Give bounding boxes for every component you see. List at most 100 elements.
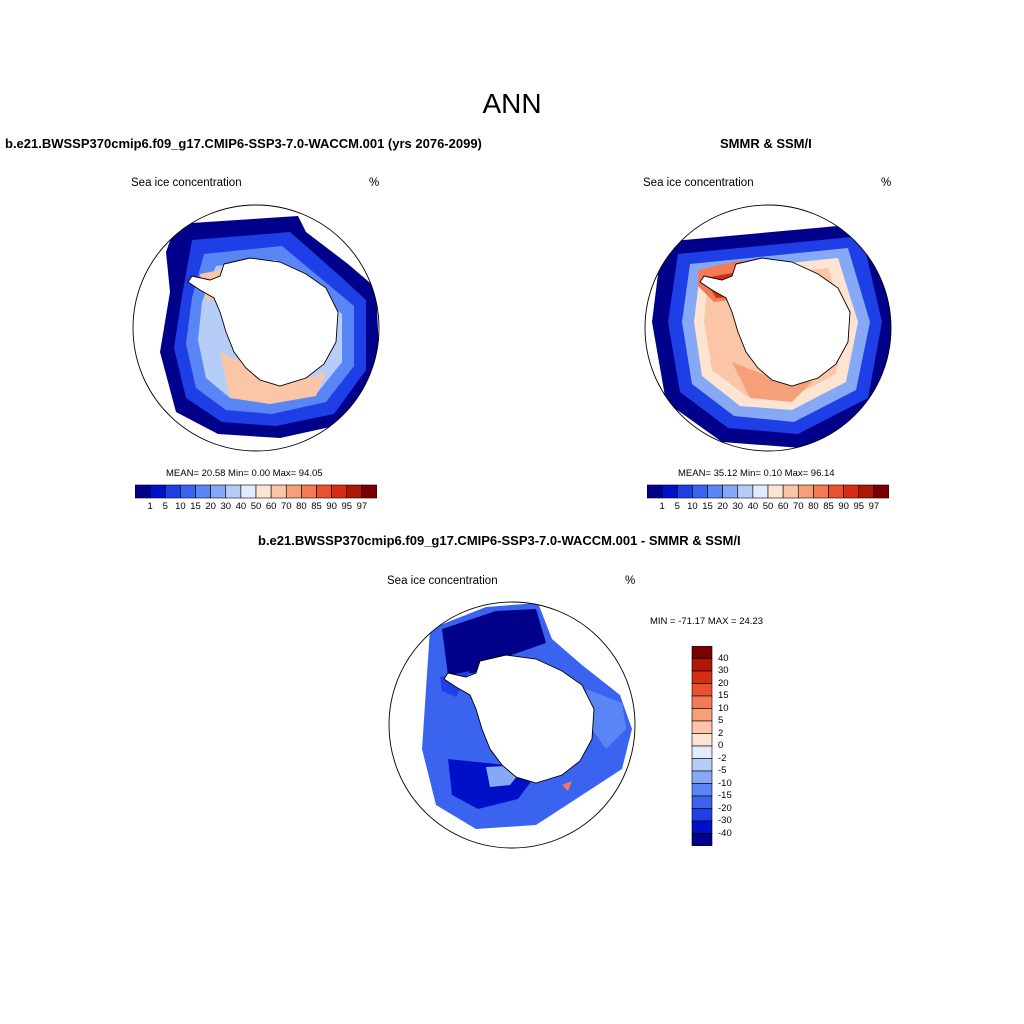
colorbar-swatch: [361, 484, 378, 499]
colorbar-label: 15: [718, 690, 729, 701]
colorbar-label: 40: [718, 652, 729, 664]
colorbar-swatch: [255, 484, 272, 499]
colorbar-label: 90: [838, 501, 849, 512]
colorbar-label: 10: [718, 702, 729, 714]
colorbar-label: 5: [674, 501, 680, 512]
colorbar-swatch: [346, 484, 363, 499]
colorbar-label: 50: [250, 501, 262, 512]
panel1-units-label: %: [369, 177, 380, 189]
colorbar-label: -10: [718, 777, 732, 789]
colorbar-label: -5: [718, 765, 727, 776]
panel3-polar-map: [388, 601, 636, 849]
colorbar-swatch: [691, 658, 713, 672]
colorbar-label: -15: [718, 790, 732, 801]
colorbar-label: 85: [823, 501, 834, 512]
colorbar-label: 60: [777, 501, 789, 512]
colorbar-label: 5: [162, 501, 168, 512]
colorbar-swatch: [316, 484, 332, 499]
colorbar-label: 10: [687, 501, 698, 512]
panel1-polar-map: [132, 204, 380, 452]
colorbar-label: 50: [762, 501, 774, 512]
colorbar-swatch: [691, 783, 713, 797]
colorbar-label: 80: [296, 501, 307, 512]
colorbar-swatch: [737, 484, 754, 499]
colorbar-swatch: [722, 484, 739, 499]
colorbar-label: 0: [718, 740, 724, 751]
colorbar-label: 30: [220, 501, 232, 512]
colorbar-swatch: [691, 820, 713, 834]
colorbar-label: 70: [792, 501, 804, 512]
colorbar-swatch: [691, 808, 713, 822]
colorbar-swatch: [691, 733, 713, 747]
panel2-units-label: %: [881, 177, 892, 189]
colorbar-swatch: [858, 484, 875, 499]
colorbar-swatch: [270, 484, 287, 499]
colorbar-label: 95: [853, 501, 865, 512]
colorbar-swatch: [301, 484, 317, 499]
colorbar-swatch: [134, 484, 151, 499]
colorbar-label: 2: [718, 727, 724, 739]
colorbar-label: 1: [659, 501, 665, 512]
colorbar-swatch: [691, 708, 713, 722]
colorbar-label: 20: [717, 501, 728, 512]
colorbar-swatch: [691, 695, 713, 709]
panel3-units-label: %: [625, 575, 636, 587]
panel1-variable-label: Sea ice concentration: [131, 177, 242, 189]
colorbar-swatch: [691, 833, 713, 847]
colorbar-swatch: [692, 484, 708, 499]
colorbar-swatch: [195, 484, 211, 499]
colorbar-label: 95: [341, 501, 353, 512]
colorbar-swatch: [691, 745, 713, 759]
colorbar-label: 90: [326, 501, 337, 512]
colorbar-swatch: [828, 484, 844, 499]
colorbar-label: 97: [356, 501, 368, 512]
colorbar-swatch: [646, 484, 663, 499]
colorbar-swatch: [691, 720, 713, 734]
colorbar-swatch: [691, 758, 713, 772]
colorbar-swatch: [691, 795, 713, 809]
panel3-variable-label: Sea ice concentration: [387, 575, 498, 587]
panel1-colorbar: [134, 484, 378, 505]
colorbar-swatch: [767, 484, 784, 499]
colorbar-label: 70: [280, 501, 292, 512]
colorbar-swatch: [180, 484, 196, 499]
colorbar-label: 40: [235, 501, 247, 512]
panel2-variable-label: Sea ice concentration: [643, 177, 754, 189]
colorbar-label: 1: [147, 501, 153, 512]
panel1-colorbar-labels: 1 5 10 15 20 30 40 50 60 70 80 85 90 95 97: [135, 501, 377, 515]
colorbar-label: -30: [718, 815, 732, 826]
panel3-colorbar-labels: 40 30 20 15 10 5 2 0 -2 -5 -10 -15 -20 -30 -40: [716, 646, 756, 846]
colorbar-swatch: [691, 645, 713, 659]
colorbar-label: 30: [732, 501, 744, 512]
colorbar-swatch: [691, 683, 713, 697]
colorbar-swatch: [797, 484, 814, 499]
panel3-colorbar: [691, 645, 713, 851]
colorbar-label: 80: [808, 501, 819, 512]
colorbar-label: 85: [311, 501, 322, 512]
colorbar-label: 5: [718, 715, 724, 726]
panel2-stats: MEAN= 35.12 Min= 0.10 Max= 96.14: [678, 468, 835, 479]
colorbar-swatch: [813, 484, 829, 499]
colorbar-label: 60: [265, 501, 277, 512]
colorbar-label: 15: [702, 501, 713, 512]
panel2-title: SMMR & SSM/I: [720, 136, 812, 151]
colorbar-swatch: [661, 484, 678, 499]
colorbar-label: -20: [718, 802, 732, 814]
colorbar-label: -2: [718, 752, 727, 764]
colorbar-label: 20: [718, 677, 729, 689]
colorbar-swatch: [843, 484, 860, 499]
panel1-title: b.e21.BWSSP370cmip6.f09_g17.CMIP6-SSP3-7…: [5, 136, 482, 151]
panel2-colorbar-labels: 1 5 10 15 20 30 40 50 60 70 80 85 90 95 97: [647, 501, 889, 515]
colorbar-swatch: [225, 484, 242, 499]
panel3-title: b.e21.BWSSP370cmip6.f09_g17.CMIP6-SSP3-7…: [258, 533, 741, 548]
colorbar-swatch: [691, 670, 713, 684]
colorbar-swatch: [782, 484, 799, 499]
colorbar-swatch: [331, 484, 348, 499]
colorbar-label: 97: [868, 501, 880, 512]
colorbar-swatch: [164, 484, 181, 499]
panel2-colorbar: [646, 484, 890, 505]
colorbar-swatch: [149, 484, 166, 499]
panel2-polar-map: [644, 204, 892, 452]
colorbar-label: 15: [190, 501, 201, 512]
colorbar-swatch: [691, 770, 713, 784]
